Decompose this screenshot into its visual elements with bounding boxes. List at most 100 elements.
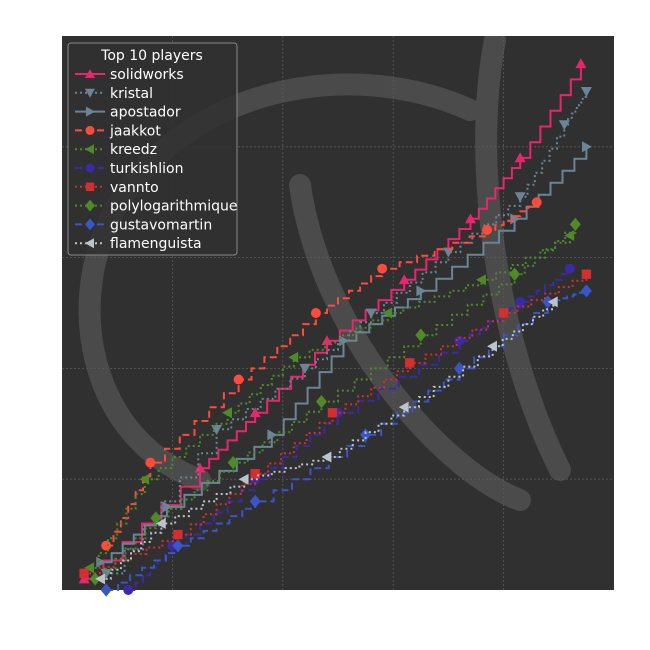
legend-label: flamenguista (110, 236, 202, 252)
data-point-turkishlion (454, 335, 465, 346)
legend-marker (86, 106, 95, 117)
data-point-polylogarithmique (315, 395, 327, 409)
data-point-solidworks (398, 274, 410, 285)
data-point-gustavomartin (249, 494, 261, 508)
legend-item-kreedz: kreedz (75, 142, 157, 158)
data-point-gustavomartin (453, 361, 465, 375)
legend-item-turkishlion: turkishlion (75, 161, 184, 177)
data-point-apostador (162, 501, 173, 513)
legend-label: polylogarithmique (110, 199, 237, 215)
data-point-kristal (580, 87, 592, 97)
legend-marker (85, 88, 95, 98)
data-point-jaakkot (377, 263, 388, 274)
data-point-jaakkot (482, 224, 492, 235)
data-point-flamenguista (155, 518, 166, 530)
data-point-apostador (267, 429, 278, 441)
data-point-vannto (581, 269, 592, 279)
data-point-solidworks (514, 152, 526, 163)
legend-label: vannto (110, 180, 159, 196)
data-point-jaakkot (101, 540, 112, 551)
data-point-polylogarithmique (509, 267, 521, 281)
data-point-gustavomartin (100, 583, 112, 597)
data-point-solidworks (249, 407, 261, 418)
legend-marker (85, 163, 95, 173)
series-jaakkot (101, 197, 542, 551)
data-point-kristal (365, 308, 377, 319)
legend-label: apostador (110, 105, 181, 121)
legend-label: gustavomartin (110, 217, 212, 233)
data-point-polylogarithmique (150, 511, 162, 525)
data-point-vannto (250, 468, 260, 479)
legend-item-polylogarithmique: polylogarithmique (75, 199, 237, 215)
series-gustavomartin (100, 284, 592, 597)
watermark-stroke (289, 174, 531, 511)
data-point-flamenguista (487, 340, 497, 352)
data-point-kreedz (222, 407, 232, 419)
data-point-flamenguista (238, 473, 249, 485)
series-flamenguista (95, 296, 558, 585)
data-point-vannto (405, 358, 415, 368)
data-point-kristal (211, 424, 223, 435)
legend-label: kristal (110, 86, 153, 102)
legend-item-jaakkot: jaakkot (75, 123, 161, 139)
data-point-solidworks (464, 213, 476, 224)
data-point-vannto (498, 308, 509, 318)
legend-label: turkishlion (110, 161, 184, 177)
series-kreedz (84, 229, 575, 574)
series-polylogarithmique (89, 217, 581, 586)
data-point-kreedz (476, 274, 486, 286)
legend-item-vannto: vannto (75, 180, 159, 196)
legend-label: solidworks (110, 67, 184, 83)
data-point-turkishlion (123, 585, 134, 595)
watermark-stroke (475, 29, 571, 481)
legend-label: jaakkot (109, 123, 161, 139)
legend-item-gustavomartin: gustavomartin (75, 217, 212, 233)
series-vannto (79, 269, 592, 579)
legend-title: Top 10 players (100, 48, 203, 64)
data-point-polylogarithmique (89, 572, 101, 586)
data-point-flamenguista (321, 451, 332, 463)
legend-marker (85, 125, 95, 135)
data-point-vannto (173, 529, 183, 540)
data-point-jaakkot (145, 457, 156, 468)
data-point-apostador (582, 141, 592, 153)
legend-item-kristal: kristal (75, 86, 153, 102)
data-point-vannto (327, 408, 338, 418)
data-point-polylogarithmique (569, 217, 581, 231)
legend: Top 10 players solidworks kristal apostado… (67, 42, 238, 256)
data-point-flamenguista (547, 296, 558, 308)
legend-marker (85, 69, 95, 78)
data-point-kreedz (84, 562, 94, 574)
legend-label: kreedz (110, 142, 157, 158)
data-point-polylogarithmique (415, 328, 427, 342)
legend-frame (67, 42, 238, 256)
legend-marker (85, 238, 94, 249)
data-point-polylogarithmique (227, 455, 239, 470)
data-point-kreedz (288, 351, 299, 363)
legend-marker (85, 144, 94, 155)
legend-item-flamenguista: flamenguista (75, 236, 202, 252)
data-point-apostador (416, 285, 427, 297)
data-point-jaakkot (233, 374, 244, 385)
data-point-kristal (514, 192, 526, 203)
data-point-kreedz (564, 229, 575, 241)
series-line-solidworks (84, 63, 582, 580)
legend-marker (85, 182, 95, 192)
series-layer (78, 58, 592, 597)
data-point-jaakkot (531, 197, 542, 208)
data-point-gustavomartin (360, 428, 372, 442)
legend-item-solidworks: solidworks (75, 67, 184, 83)
legend-marker (85, 199, 95, 212)
data-point-vannto (79, 568, 89, 579)
data-point-flamenguista (398, 401, 409, 413)
data-point-kristal (299, 364, 311, 374)
data-point-flamenguista (95, 573, 106, 585)
data-point-kreedz (382, 307, 393, 319)
data-point-solidworks (575, 58, 587, 69)
data-point-jaakkot (310, 308, 321, 318)
data-point-turkishlion (515, 296, 526, 307)
legend-marker (85, 218, 95, 231)
data-point-gustavomartin (580, 284, 592, 298)
legend-item-apostador: apostador (75, 105, 181, 121)
data-point-solidworks (78, 573, 90, 584)
